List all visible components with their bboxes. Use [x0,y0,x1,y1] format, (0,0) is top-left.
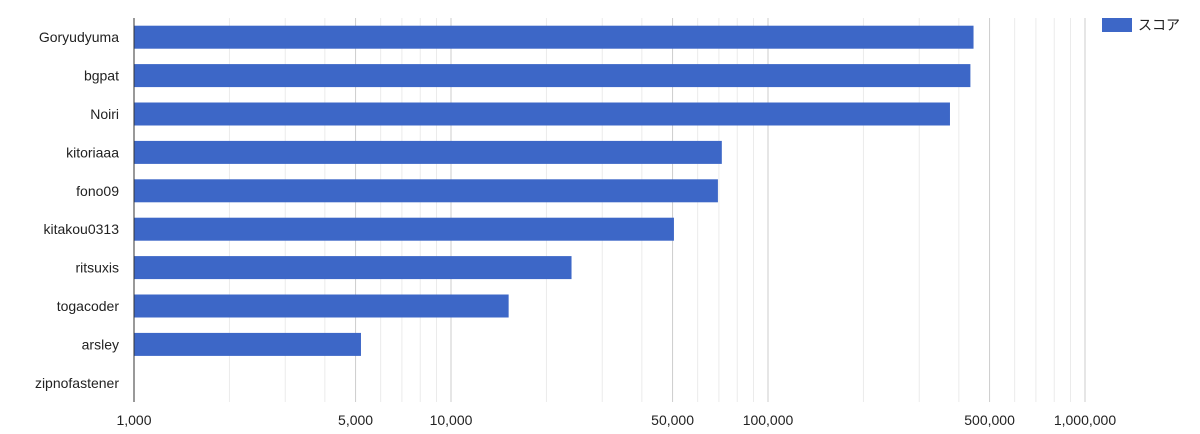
bar-togacoder [134,294,509,318]
category-label: kitoriaaa [66,144,119,160]
x-tick-label: 1,000 [116,412,151,428]
bar-ritsuxis [134,256,572,280]
x-tick-label: 10,000 [430,412,473,428]
bar-fono09 [134,179,718,203]
bars [134,25,974,356]
bar-kitakou0313 [134,217,674,241]
category-label: fono09 [76,183,119,199]
x-tick-label: 1,000,000 [1054,412,1116,428]
legend-swatch [1102,18,1132,32]
bar-Noiri [134,102,950,126]
bar-bgpat [134,64,971,88]
category-label: kitakou0313 [43,221,119,237]
legend: スコア [1102,17,1180,33]
legend-label: スコア [1138,17,1180,33]
category-label: Noiri [90,106,119,122]
x-tick-label: 5,000 [338,412,373,428]
category-label: arsley [82,336,119,352]
bar-Goryudyuma [134,25,974,49]
category-label: togacoder [57,298,120,314]
category-label: bgpat [84,68,119,84]
x-tick-label: 500,000 [964,412,1015,428]
category-label: Goryudyuma [39,29,119,45]
bar-kitoriaaa [134,140,722,164]
category-label: ritsuxis [75,260,119,276]
x-tick-label: 100,000 [743,412,794,428]
category-labels: Goryudyuma bgpat Noiri kitoriaaa fono09 kitak… [35,29,119,391]
x-tick-label: 50,000 [651,412,694,428]
bar-arsley [134,332,361,356]
x-axis-tick-labels: 1,000 5,000 10,000 50,000 100,000 500,000 1,00… [116,412,1116,428]
category-label: zipnofastener [35,375,119,391]
